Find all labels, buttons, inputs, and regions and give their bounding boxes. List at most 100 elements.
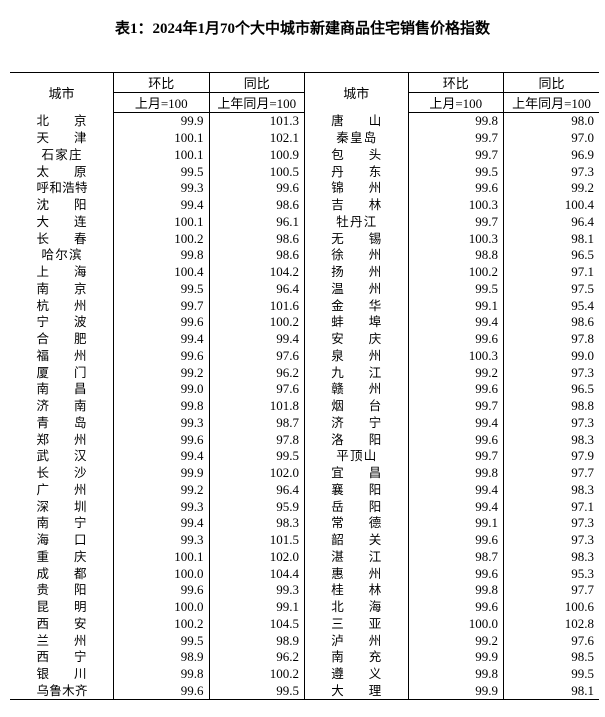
mom-index-cell: 99.2 — [407, 632, 504, 649]
city-cell: 昆明 — [10, 599, 114, 616]
city-name: 赣州 — [331, 381, 382, 397]
city-cell: 贵阳 — [10, 582, 114, 599]
city-cell: 西安 — [10, 616, 114, 633]
yoy-index-cell: 99.5 — [208, 682, 305, 701]
city-cell: 无锡 — [303, 230, 408, 247]
yoy-index-cell: 104.2 — [208, 263, 305, 281]
table-row: 重庆 100.1 102.0 湛江 98.7 98.3 — [10, 548, 599, 566]
yoy-index-cell: 97.3 — [502, 163, 599, 180]
mom-index-cell: 99.2 — [113, 364, 209, 381]
table-row: 合肥 99.4 99.4 安庆 99.6 97.8 — [10, 330, 599, 348]
yoy-index-cell: 95.3 — [502, 565, 599, 582]
city-name: 惠州 — [331, 565, 382, 581]
table-row: 深圳 99.3 95.9 岳阳 99.4 97.1 — [10, 498, 599, 515]
header-city-left: 城市 — [10, 72, 114, 113]
yoy-index-cell: 101.8 — [208, 397, 305, 415]
city-name: 泸州 — [331, 632, 382, 648]
city-cell: 平顶山 — [303, 448, 408, 465]
table-row: 北京 99.9 101.3 唐山 99.8 98.0 — [10, 112, 599, 130]
mom-index-cell: 100.1 — [113, 129, 209, 147]
city-name: 郑州 — [36, 431, 87, 447]
yoy-index-cell: 99.2 — [502, 180, 599, 197]
mom-index-cell: 99.7 — [407, 129, 504, 147]
mom-index-cell: 99.4 — [407, 314, 504, 331]
city-name: 吉林 — [331, 197, 382, 213]
city-cell: 广州 — [10, 482, 114, 499]
mom-index-cell: 100.0 — [407, 615, 504, 633]
city-name: 锦州 — [331, 180, 382, 196]
yoy-index-cell: 101.6 — [208, 297, 305, 314]
header-city-right: 城市 — [303, 72, 408, 113]
mom-index-cell: 99.5 — [407, 163, 504, 180]
city-name: 唐山 — [331, 113, 382, 129]
city-cell: 西宁 — [10, 649, 114, 666]
mom-index-cell: 99.7 — [407, 213, 504, 231]
table-row: 长春 100.2 98.6 无锡 100.3 98.1 — [10, 230, 599, 247]
city-name: 金华 — [331, 297, 382, 313]
city-cell: 北海 — [303, 598, 408, 616]
yoy-index-cell: 97.3 — [502, 414, 599, 432]
yoy-index-cell: 98.0 — [502, 112, 599, 130]
city-cell: 洛阳 — [303, 431, 408, 448]
table-row: 南宁 99.4 98.3 常德 99.1 97.3 — [10, 515, 599, 532]
city-name: 西宁 — [36, 649, 87, 665]
city-cell: 哈尔滨 — [10, 247, 114, 264]
yoy-index-cell: 97.1 — [502, 263, 599, 281]
city-cell: 韶关 — [303, 531, 408, 549]
mom-index-cell: 99.8 — [113, 397, 209, 415]
table-row: 福州 99.6 97.6 泉州 100.3 99.0 — [10, 347, 599, 365]
yoy-index-cell: 100.2 — [208, 314, 305, 331]
table-title: 表1：2024年1月70个大中城市新建商品住宅销售价格指数 — [114, 21, 490, 37]
mom-index-cell: 99.4 — [113, 448, 209, 465]
yoy-index-cell: 102.1 — [208, 129, 305, 147]
table-row: 天津 100.1 102.1 秦皇岛 99.7 97.0 — [10, 129, 599, 147]
mom-index-cell: 99.6 — [407, 431, 504, 448]
mom-index-cell: 100.2 — [113, 230, 209, 247]
city-cell: 南充 — [303, 649, 408, 666]
table-row: 南京 99.5 96.4 温州 99.5 97.5 — [10, 280, 599, 298]
city-cell: 武汉 — [10, 448, 114, 465]
city-name: 烟台 — [331, 398, 382, 414]
city-name: 牡丹江 — [336, 213, 377, 229]
city-name: 呼和浩特 — [36, 180, 88, 196]
city-name: 洛阳 — [331, 431, 382, 447]
yoy-index-cell: 99.0 — [502, 347, 599, 365]
mom-index-cell: 99.1 — [407, 297, 504, 314]
mom-index-cell: 100.2 — [407, 263, 504, 281]
yoy-index-cell: 98.1 — [502, 230, 599, 247]
mom-index-cell: 99.8 — [113, 247, 209, 264]
table-row: 大连 100.1 96.1 牡丹江 99.7 96.4 — [10, 213, 599, 231]
mom-index-cell: 99.3 — [113, 531, 209, 549]
city-name: 泉州 — [331, 347, 382, 363]
city-cell: 沈阳 — [10, 197, 114, 214]
yoy-index-cell: 98.6 — [208, 247, 305, 264]
yoy-index-cell: 97.9 — [502, 448, 599, 465]
mom-index-cell: 99.4 — [407, 481, 504, 499]
city-name: 武汉 — [36, 448, 87, 464]
yoy-index-cell: 97.3 — [502, 531, 599, 549]
yoy-index-cell: 97.3 — [502, 515, 599, 532]
city-name: 九江 — [331, 364, 382, 380]
city-cell: 成都 — [10, 565, 114, 582]
table-row: 贵阳 99.6 99.3 桂林 99.8 97.7 — [10, 582, 599, 599]
header-yoy-base-right: 上年同月=100 — [502, 92, 599, 113]
city-cell: 安庆 — [303, 330, 408, 348]
mom-index-cell: 100.2 — [113, 615, 209, 633]
city-cell: 遵义 — [303, 665, 408, 683]
city-name: 宁波 — [36, 314, 87, 330]
city-name: 成都 — [36, 565, 87, 581]
city-cell: 惠州 — [303, 565, 408, 582]
city-cell: 天津 — [10, 130, 114, 147]
city-name: 青岛 — [36, 414, 87, 430]
table-row: 乌鲁木齐 99.6 99.5 大理 99.9 98.1 — [10, 682, 599, 701]
city-name: 南昌 — [36, 381, 87, 397]
mom-index-cell: 98.9 — [113, 649, 209, 666]
city-cell: 兰州 — [10, 632, 114, 649]
city-cell: 上海 — [10, 264, 114, 281]
city-name: 贵阳 — [36, 582, 87, 598]
city-cell: 温州 — [303, 280, 408, 298]
city-cell: 长春 — [10, 230, 114, 247]
table-row: 沈阳 99.4 98.6 吉林 100.3 100.4 — [10, 196, 599, 214]
city-name: 北海 — [331, 599, 382, 615]
city-name: 韶关 — [331, 532, 382, 548]
